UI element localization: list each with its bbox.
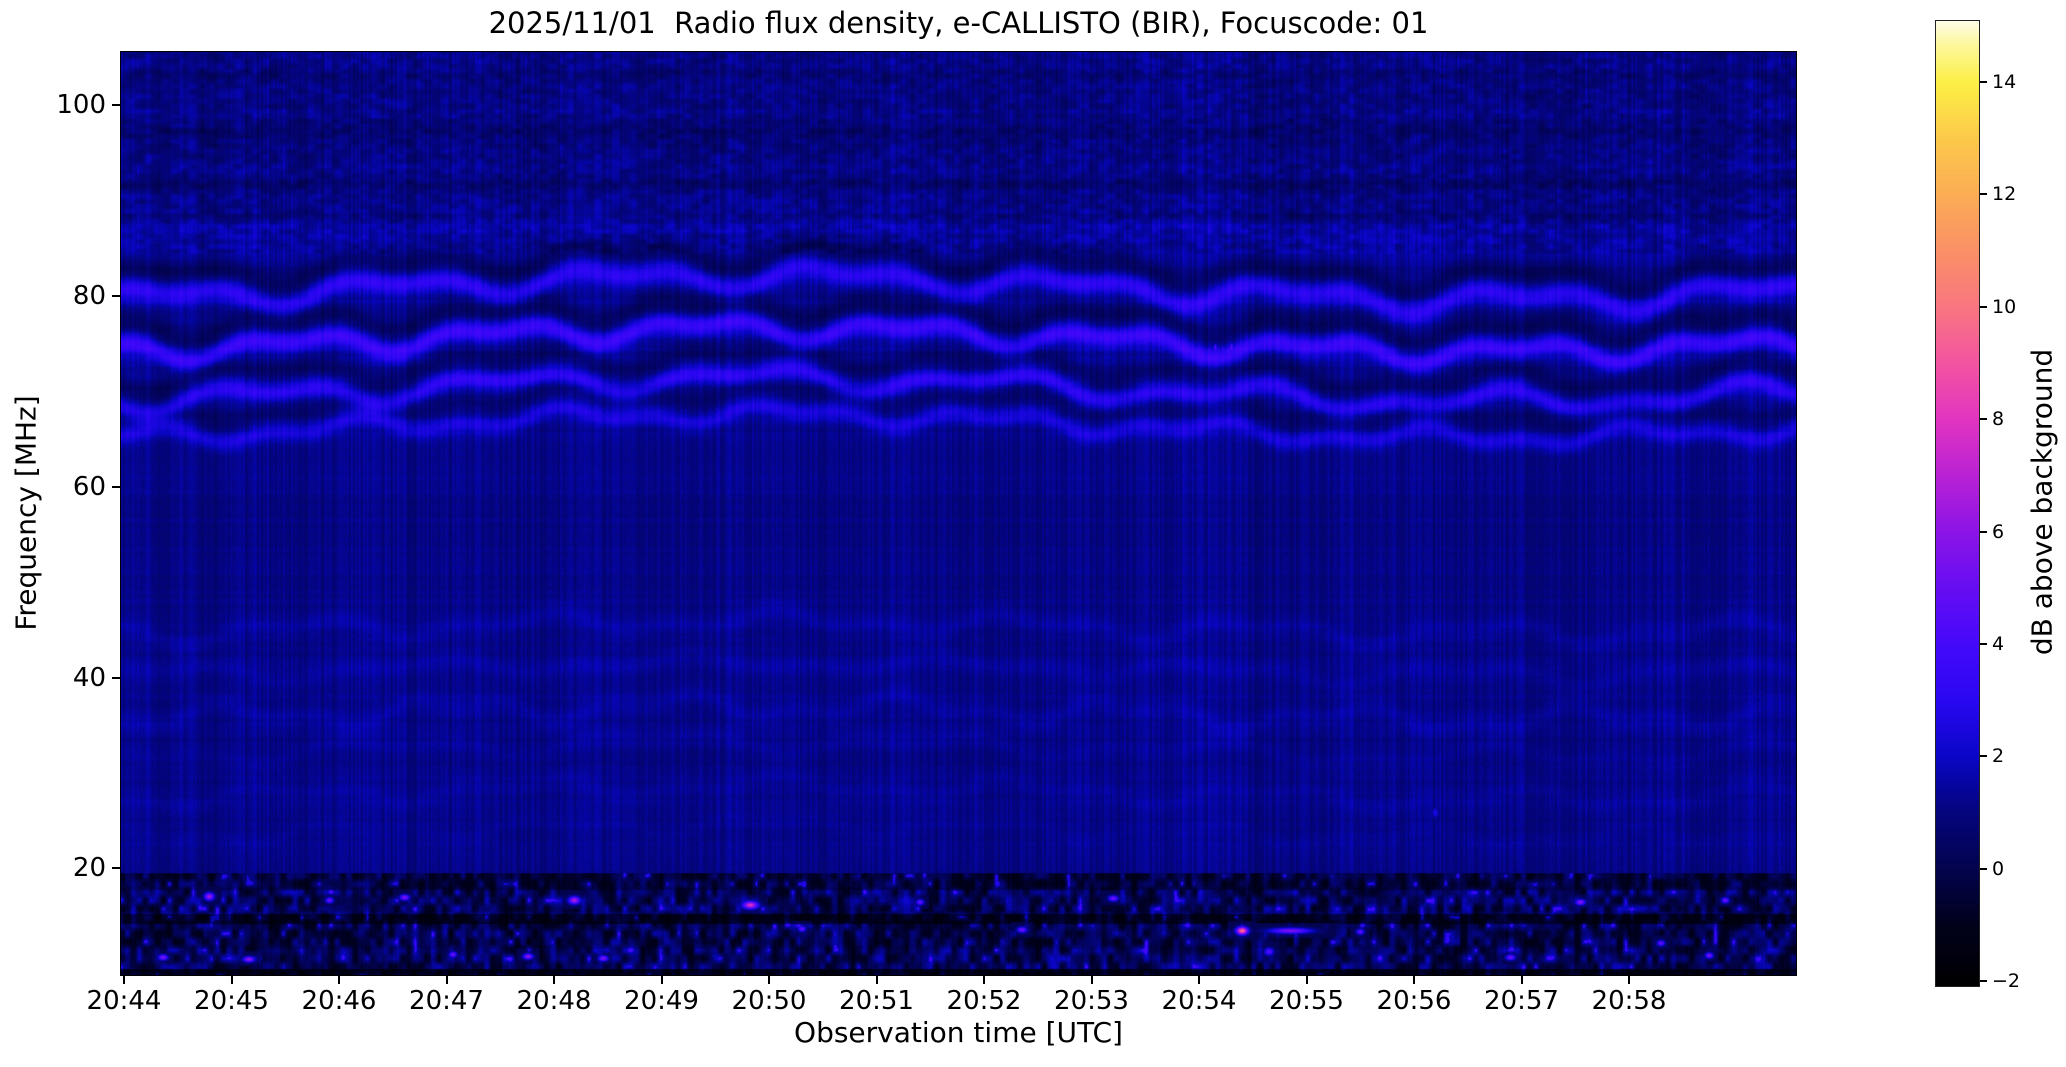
y-tick-label: 100 xyxy=(56,90,106,121)
x-tick-label: 20:50 xyxy=(731,986,807,1016)
x-tick-mark xyxy=(1628,976,1630,984)
y-tick-mark xyxy=(112,867,120,870)
x-tick-label: 20:58 xyxy=(1591,986,1667,1016)
y-tick-mark xyxy=(112,104,120,107)
x-tick-mark xyxy=(445,976,448,984)
colorbar-label: dB above background xyxy=(2025,348,2059,656)
x-tick-mark xyxy=(1413,976,1415,984)
colorbar-tick-label: 6 xyxy=(1992,520,2005,543)
x-tick-label: 20:46 xyxy=(301,986,377,1016)
x-tick-mark xyxy=(1305,976,1308,984)
x-tick-mark xyxy=(1198,976,1200,984)
colorbar-tick-mark xyxy=(1980,755,1987,758)
colorbar-tick-label: 8 xyxy=(1992,408,2005,431)
y-tick-mark xyxy=(112,676,120,679)
y-axis-label: Frequency [MHz] xyxy=(9,395,43,631)
y-tick-mark xyxy=(112,295,120,298)
x-tick-label: 20:55 xyxy=(1269,986,1344,1016)
x-tick-mark xyxy=(875,976,878,984)
colorbar-tick-label: −2 xyxy=(1992,970,2021,993)
plot-area xyxy=(120,51,1797,976)
x-tick-label: 20:48 xyxy=(516,986,592,1016)
y-tick-label: 60 xyxy=(72,471,106,502)
x-tick-label: 20:44 xyxy=(86,986,162,1016)
y-tick-label: 20 xyxy=(72,853,106,884)
x-tick-mark xyxy=(1090,976,1093,984)
x-tick-mark xyxy=(230,976,233,984)
y-tick-mark xyxy=(112,485,120,488)
x-tick-mark xyxy=(338,976,340,984)
x-tick-mark xyxy=(768,976,770,984)
colorbar-tick-label: 14 xyxy=(1992,70,2017,93)
x-tick-label: 20:57 xyxy=(1484,986,1559,1016)
colorbar-tick-mark xyxy=(1980,530,1987,533)
colorbar xyxy=(1935,20,1980,987)
x-tick-label: 20:45 xyxy=(194,986,269,1016)
x-tick-label: 20:53 xyxy=(1054,986,1129,1016)
y-tick-label: 80 xyxy=(72,281,106,312)
x-tick-mark xyxy=(1520,976,1523,984)
x-tick-label: 20:52 xyxy=(946,986,1022,1016)
colorbar-tick-mark xyxy=(1980,418,1987,421)
colorbar-tick-label: 10 xyxy=(1992,295,2017,318)
x-tick-mark xyxy=(983,976,985,984)
chart-title: 2025/11/01 Radio flux density, e-CALLIST… xyxy=(488,6,1429,40)
colorbar-tick-mark xyxy=(1980,643,1987,646)
x-tick-mark xyxy=(660,976,663,984)
x-tick-mark xyxy=(553,976,555,984)
colorbar-tick-label: 2 xyxy=(1992,745,2005,768)
colorbar-tick-mark xyxy=(1980,980,1987,983)
x-tick-label: 20:54 xyxy=(1161,986,1237,1016)
colorbar-tick-label: 12 xyxy=(1992,183,2017,206)
x-tick-label: 20:47 xyxy=(409,986,484,1016)
colorbar-tick-mark xyxy=(1980,80,1987,83)
x-tick-label: 20:49 xyxy=(624,986,699,1016)
spectrogram-canvas xyxy=(121,52,1796,975)
colorbar-tick-label: 4 xyxy=(1992,633,2005,656)
colorbar-tick-mark xyxy=(1980,305,1987,308)
colorbar-tick-label: 0 xyxy=(1992,857,2005,880)
x-axis-label: Observation time [UTC] xyxy=(794,1016,1123,1049)
colorbar-tick-mark xyxy=(1980,193,1987,196)
x-tick-label: 20:56 xyxy=(1376,986,1452,1016)
y-tick-label: 40 xyxy=(72,662,106,693)
x-tick-mark xyxy=(123,976,125,984)
x-tick-label: 20:51 xyxy=(839,986,914,1016)
colorbar-tick-mark xyxy=(1980,867,1987,870)
